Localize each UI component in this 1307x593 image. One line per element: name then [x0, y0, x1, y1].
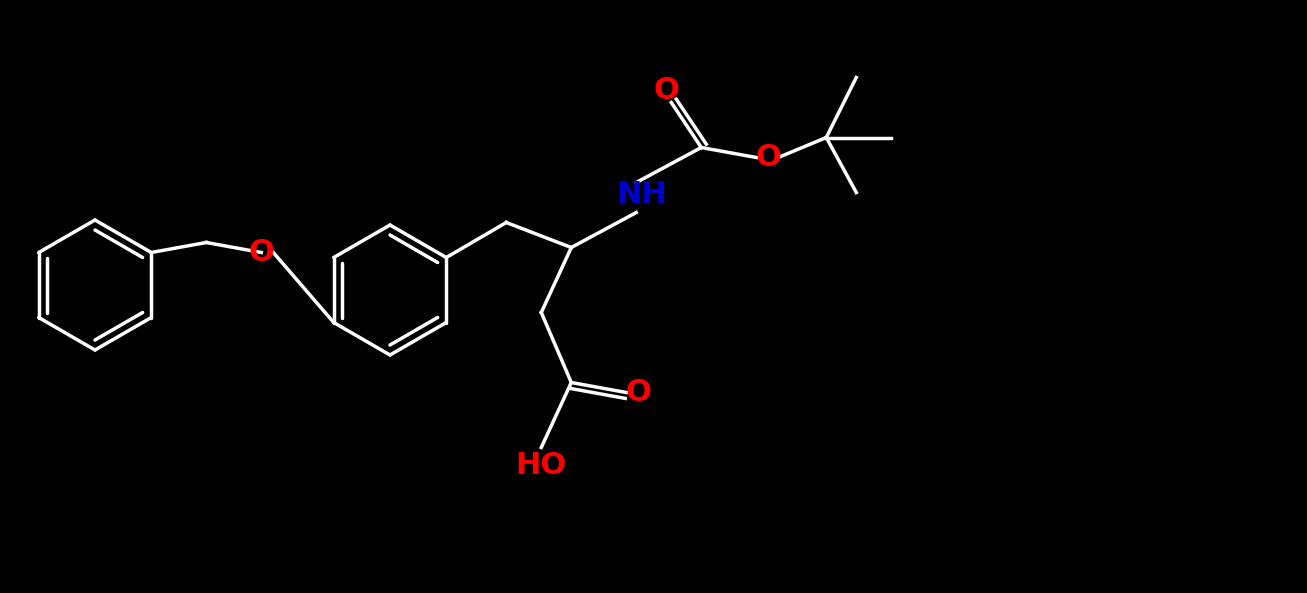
- Text: NH: NH: [616, 180, 667, 209]
- Text: O: O: [625, 378, 651, 407]
- Text: O: O: [248, 238, 274, 267]
- Text: HO: HO: [516, 451, 567, 480]
- Text: O: O: [654, 76, 680, 105]
- Text: O: O: [755, 143, 782, 172]
